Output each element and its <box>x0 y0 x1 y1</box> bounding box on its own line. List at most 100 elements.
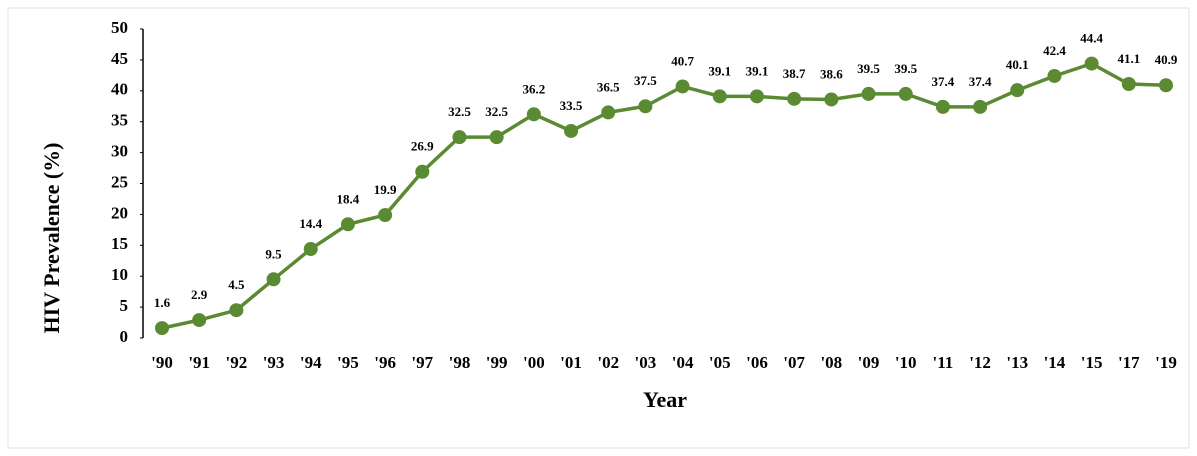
x-tick-label: '98 <box>449 353 471 372</box>
data-label: 38.7 <box>783 66 806 81</box>
y-tick-label: 25 <box>111 172 128 191</box>
data-label: 39.1 <box>708 63 731 78</box>
y-tick-label: 50 <box>111 18 128 37</box>
data-point <box>415 164 430 179</box>
data-point <box>712 89 727 104</box>
data-label: 14.4 <box>299 216 322 231</box>
data-label: 39.5 <box>857 61 880 76</box>
data-label: 1.6 <box>154 295 171 310</box>
x-tick-label: '96 <box>374 353 396 372</box>
data-point <box>1159 78 1173 93</box>
data-label: 37.4 <box>969 74 992 89</box>
data-line <box>161 61 1167 330</box>
data-label: 19.9 <box>374 182 397 197</box>
data-label: 37.4 <box>932 74 955 89</box>
data-label: 42.4 <box>1043 43 1066 58</box>
x-tick-label: '10 <box>895 353 917 372</box>
y-tick-label: 10 <box>111 265 128 284</box>
x-tick-label: '15 <box>1081 353 1103 372</box>
x-tick-label: '07 <box>783 353 805 372</box>
x-tick-label: '91 <box>188 353 210 372</box>
data-label: 32.5 <box>448 104 471 119</box>
data-point <box>973 99 988 114</box>
data-point <box>526 107 541 122</box>
x-tick-label: '99 <box>486 353 508 372</box>
x-axis-title: Year <box>643 387 687 412</box>
data-label: 41.1 <box>1117 51 1140 66</box>
data-point <box>266 272 281 287</box>
data-point <box>229 303 244 318</box>
x-tick-label: '92 <box>226 353 248 372</box>
data-label: 18.4 <box>337 191 360 206</box>
y-tick-label: 30 <box>111 142 128 161</box>
y-tick-label: 0 <box>120 327 129 346</box>
data-point <box>1010 83 1025 98</box>
data-point <box>675 79 690 94</box>
data-label: 39.5 <box>894 61 917 76</box>
y-tick-label: 45 <box>111 49 128 68</box>
data-label: 4.5 <box>228 277 245 292</box>
x-tick-label: '94 <box>300 353 322 372</box>
x-tick-label: '95 <box>337 353 359 372</box>
data-point <box>192 313 207 328</box>
data-label: 44.4 <box>1080 31 1103 46</box>
data-point <box>898 86 913 101</box>
data-point <box>861 86 876 101</box>
y-tick-label: 5 <box>120 296 129 315</box>
data-label: 26.9 <box>411 139 434 154</box>
data-point <box>749 89 764 104</box>
data-point <box>155 321 169 336</box>
x-tick-label: '03 <box>635 353 657 372</box>
data-point <box>601 105 616 120</box>
data-point <box>1121 77 1136 92</box>
x-tick-label: '05 <box>709 353 731 372</box>
x-tick-label: '13 <box>1006 353 1028 372</box>
data-point <box>452 130 467 145</box>
x-tick-label: '09 <box>858 353 880 372</box>
data-point <box>935 99 950 114</box>
x-tick-label: '01 <box>560 353 582 372</box>
data-point <box>787 91 802 106</box>
data-label: 36.5 <box>597 79 620 94</box>
data-point <box>340 217 355 232</box>
data-label: 40.9 <box>1155 52 1178 67</box>
x-tick-label: '02 <box>597 353 619 372</box>
y-tick-label: 20 <box>111 203 128 222</box>
data-label: 39.1 <box>746 63 769 78</box>
data-point <box>1084 56 1099 71</box>
data-point <box>378 208 393 223</box>
data-label: 38.6 <box>820 66 843 81</box>
x-tick-label: '90 <box>151 353 173 372</box>
x-tick-label: '11 <box>932 353 953 372</box>
data-point <box>564 123 579 138</box>
data-label: 33.5 <box>560 98 583 113</box>
x-tick-label: '19 <box>1155 353 1177 372</box>
x-tick-label: '17 <box>1118 353 1140 372</box>
x-tick-label: '93 <box>263 353 285 372</box>
data-label: 2.9 <box>191 287 208 302</box>
y-tick-label: 15 <box>111 234 128 253</box>
x-tick-label: '04 <box>672 353 694 372</box>
x-tick-label: '06 <box>746 353 768 372</box>
data-label: 37.5 <box>634 73 657 88</box>
data-label: 36.2 <box>522 81 545 96</box>
x-tick-label: '00 <box>523 353 545 372</box>
data-label: 32.5 <box>485 104 508 119</box>
y-axis-title: HIV Prevalence (%) <box>39 142 64 333</box>
x-tick-label: '97 <box>411 353 433 372</box>
data-point <box>1047 68 1062 83</box>
y-tick-label: 40 <box>111 80 128 99</box>
data-label: 9.5 <box>265 246 282 261</box>
y-tick-label: 35 <box>111 111 128 130</box>
x-tick-label: '14 <box>1044 353 1066 372</box>
chart-frame <box>7 7 1190 449</box>
data-label: 40.7 <box>671 53 694 68</box>
data-point <box>824 92 839 107</box>
data-point <box>303 242 318 257</box>
data-point <box>489 130 504 145</box>
data-point <box>638 99 653 114</box>
x-tick-label: '08 <box>820 353 842 372</box>
data-label: 40.1 <box>1006 57 1029 72</box>
x-tick-label: '12 <box>969 353 991 372</box>
